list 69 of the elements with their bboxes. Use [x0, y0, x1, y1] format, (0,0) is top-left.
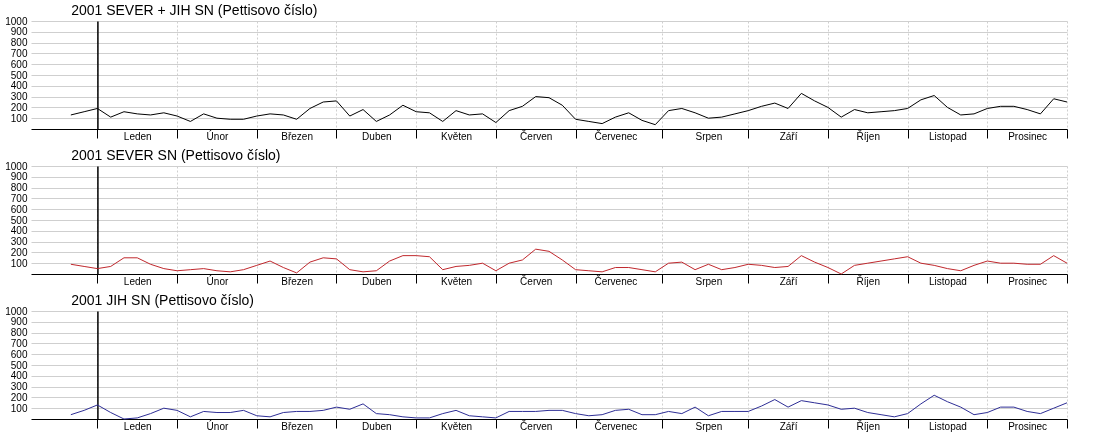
- y-tick-label: 800: [10, 182, 28, 194]
- y-tick-label: 700: [10, 47, 28, 59]
- x-tick-label: Duben: [362, 420, 392, 432]
- x-tick-label: Srpen: [695, 420, 723, 432]
- y-tick-label: 300: [10, 91, 28, 103]
- x-tick-label: Listopad: [929, 275, 967, 287]
- y-tick-label: 300: [10, 236, 28, 248]
- x-tick-label: Listopad: [929, 420, 967, 432]
- x-tick-label: Listopad: [929, 130, 967, 142]
- x-tick-label: Říjen: [856, 129, 880, 142]
- y-tick-label: 100: [10, 402, 28, 414]
- y-tick-label: 100: [10, 257, 28, 269]
- y-tick-label: 900: [10, 26, 28, 38]
- x-tick-label: Říjen: [856, 274, 880, 287]
- x-tick-label: Prosinec: [1008, 130, 1048, 142]
- y-tick-label: 700: [10, 192, 28, 204]
- x-tick-label: Prosinec: [1008, 275, 1048, 287]
- x-tick-label: Červenec: [594, 129, 638, 142]
- chart-title: 2001 JIH SN (Pettisovo číslo): [71, 292, 255, 308]
- y-tick-label: 800: [10, 327, 28, 339]
- x-tick-label: Červen: [520, 419, 553, 432]
- y-tick-label: 500: [10, 69, 28, 81]
- x-tick-label: Květen: [440, 130, 473, 142]
- x-tick-label: Březen: [281, 130, 313, 142]
- x-tick-label: Září: [779, 275, 798, 287]
- chart-title: 2001 SEVER + JIH SN (Pettisovo číslo): [71, 2, 318, 18]
- x-tick-label: Duben: [362, 275, 392, 287]
- x-tick-label: Říjen: [856, 419, 880, 432]
- x-tick-label: Červen: [520, 274, 553, 287]
- y-tick-label: 600: [10, 203, 28, 215]
- x-tick-label: Leden: [123, 130, 152, 142]
- x-tick-label: Únor: [206, 419, 229, 432]
- y-tick-label: 900: [10, 171, 28, 183]
- x-tick-label: Březen: [281, 420, 313, 432]
- x-tick-label: Duben: [362, 130, 392, 142]
- x-tick-label: Září: [779, 130, 798, 142]
- y-tick-label: 1000: [5, 15, 28, 27]
- y-tick-label: 500: [10, 214, 28, 226]
- y-tick-label: 100: [10, 112, 28, 124]
- x-tick-label: Prosinec: [1008, 420, 1048, 432]
- y-tick-label: 800: [10, 37, 28, 49]
- y-tick-label: 200: [10, 246, 28, 258]
- x-tick-label: Březen: [281, 275, 313, 287]
- y-tick-label: 400: [10, 80, 28, 92]
- x-tick-label: Květen: [440, 420, 473, 432]
- x-tick-label: Leden: [123, 420, 152, 432]
- y-tick-label: 900: [10, 316, 28, 328]
- y-tick-label: 200: [10, 101, 28, 113]
- y-tick-label: 400: [10, 370, 28, 382]
- y-tick-label: 200: [10, 391, 28, 403]
- x-tick-label: Leden: [123, 275, 152, 287]
- x-tick-label: Únor: [206, 274, 229, 287]
- y-tick-label: 700: [10, 337, 28, 349]
- y-tick-label: 1000: [5, 160, 28, 172]
- x-tick-label: Červen: [520, 129, 553, 142]
- x-tick-label: Květen: [440, 275, 473, 287]
- x-tick-label: Červenec: [594, 274, 638, 287]
- y-tick-label: 1000: [5, 305, 28, 317]
- x-tick-label: Srpen: [695, 275, 723, 287]
- chart-title: 2001 SEVER SN (Pettisovo číslo): [71, 147, 281, 163]
- y-tick-label: 300: [10, 381, 28, 393]
- y-tick-label: 500: [10, 359, 28, 371]
- y-tick-label: 400: [10, 225, 28, 237]
- y-tick-label: 600: [10, 348, 28, 360]
- x-tick-label: Srpen: [695, 130, 723, 142]
- y-tick-label: 600: [10, 58, 28, 70]
- x-tick-label: Únor: [206, 129, 229, 142]
- x-tick-label: Červenec: [594, 419, 638, 432]
- x-tick-label: Září: [779, 420, 798, 432]
